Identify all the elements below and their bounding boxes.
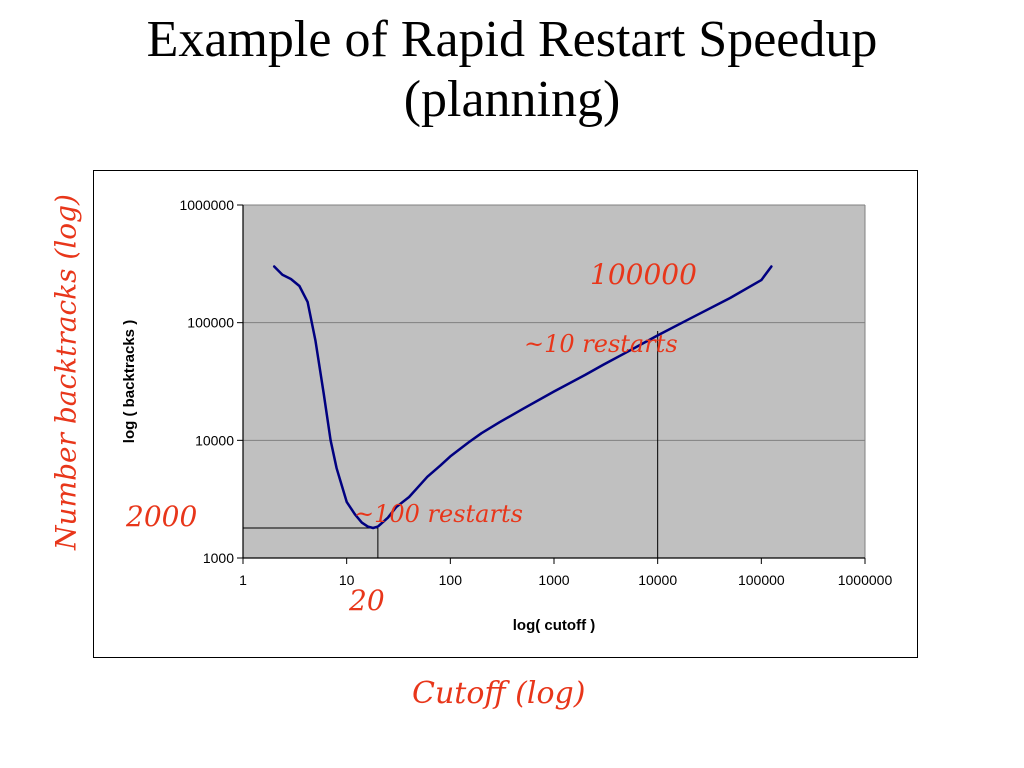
series-group: [272, 265, 773, 530]
y-tick-label-2: 100000: [187, 315, 234, 331]
slide-title-line-1: Example of Rapid Restart Speedup: [146, 11, 878, 68]
annotation-10-restarts: ~10 restarts: [524, 330, 678, 358]
y-tick-label-1: 10000: [195, 432, 234, 448]
chart-frame: 1000 10000 100000 1000000 1 10 100 1000 10000 100…: [93, 170, 918, 658]
y-tick-label-3: 1000000: [179, 197, 234, 213]
guide-lines: [243, 330, 659, 558]
axes: 1000 10000 100000 1000000 1 10 100 1000 10000 100…: [179, 197, 892, 588]
series-line-0: [272, 265, 773, 530]
slide-title: Example of Rapid Restart Speedup (planni…: [0, 10, 1024, 130]
y-tick-label-0: 1000: [203, 550, 234, 566]
y-axis-label: log ( backtracks ): [121, 320, 138, 443]
line-chart: 1000 10000 100000 1000000 1 10 100 1000 10000 100…: [121, 197, 892, 634]
annotation-2000: 2000: [126, 500, 198, 533]
slide-title-line-2: (planning): [403, 71, 621, 128]
annotation-20: 20: [349, 584, 385, 617]
y-outer-annotation: Number backtracks (log): [49, 194, 83, 550]
x-tick-label-0: 1: [239, 572, 247, 588]
x-tick-label-1: 10: [339, 572, 355, 588]
plot-area: [243, 205, 865, 558]
x-tick-label-4: 10000: [638, 572, 677, 588]
annotation-100-restarts: ~100 restarts: [354, 500, 523, 528]
x-tick-label-6: 1000000: [838, 572, 893, 588]
x-outer-annotation: Cutoff (log): [412, 676, 586, 711]
x-tick-label-3: 1000: [538, 572, 569, 588]
x-tick-label-5: 100000: [738, 572, 785, 588]
x-tick-label-2: 100: [439, 572, 463, 588]
x-axis-label: log( cutoff ): [513, 617, 595, 634]
annotation-100000: 100000: [590, 258, 697, 291]
grid-lines: [243, 204, 866, 558]
